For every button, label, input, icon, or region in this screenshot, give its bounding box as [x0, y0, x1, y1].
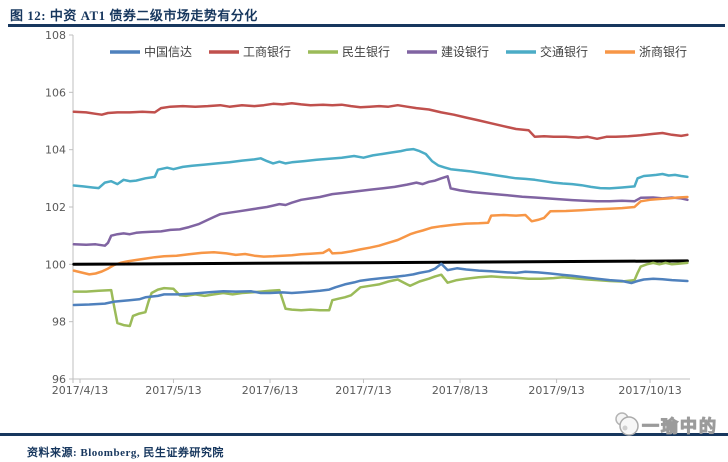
- watermark: 一瑜中的: [612, 410, 718, 438]
- series-line-zheshang: [72, 195, 689, 276]
- series-line-jianshe: [72, 175, 689, 247]
- legend-label-zheshang: 浙商银行: [639, 44, 687, 59]
- y-tick-label: 106: [45, 86, 66, 99]
- series-line-gongshang: [72, 101, 689, 141]
- legend-label-minsheng: 民生银行: [342, 45, 390, 59]
- series-line-zhongguo-xinda: [72, 262, 689, 307]
- x-tick-label: 2017/10/13: [618, 384, 681, 397]
- price-chart: 96 98 100 102 104 106 108 2017/4/13 2017/5/13 201…: [0, 30, 728, 405]
- figure-title: 图 12: 中资 AT1 债券二级市场走势有分化: [10, 8, 258, 23]
- y-tick-label: 108: [45, 30, 66, 42]
- watermark-logo-icon: [615, 412, 639, 436]
- y-tick-label: 100: [45, 258, 66, 271]
- legend-label-jiaotong: 交通银行: [540, 44, 588, 59]
- x-tick-label: 2017/9/13: [528, 384, 584, 397]
- line-chart-canvas: 96 98 100 102 104 106 108 2017/4/13 2017/5/13 201…: [45, 30, 690, 397]
- x-tick-label: 2017/7/13: [335, 384, 391, 397]
- y-tick-label: 96: [52, 373, 66, 386]
- source-note: 资料来源: Bloomberg, 民生证券研究院: [27, 447, 224, 459]
- legend-label-zhongguo-xinda: 中国信达: [144, 44, 192, 59]
- series-line-jiaotong: [72, 147, 689, 190]
- title-divider: [8, 24, 725, 27]
- series-line-minsheng: [72, 261, 689, 328]
- watermark-text: 一瑜中的: [642, 416, 718, 437]
- y-tick-label: 102: [45, 201, 66, 214]
- legend-label-jianshe: 建设银行: [441, 45, 489, 59]
- x-tick-label: 2017/4/13: [52, 384, 108, 397]
- series-line-par-100: [72, 259, 689, 266]
- y-tick-label: 104: [45, 144, 66, 157]
- x-tick-label: 2017/8/13: [432, 384, 488, 397]
- x-tick-label: 2017/5/13: [145, 384, 201, 397]
- footer-divider: [0, 433, 728, 436]
- x-tick-label: 2017/6/13: [242, 384, 298, 397]
- legend-label-gongshang: 工商银行: [243, 44, 291, 59]
- y-tick-label: 98: [52, 316, 66, 329]
